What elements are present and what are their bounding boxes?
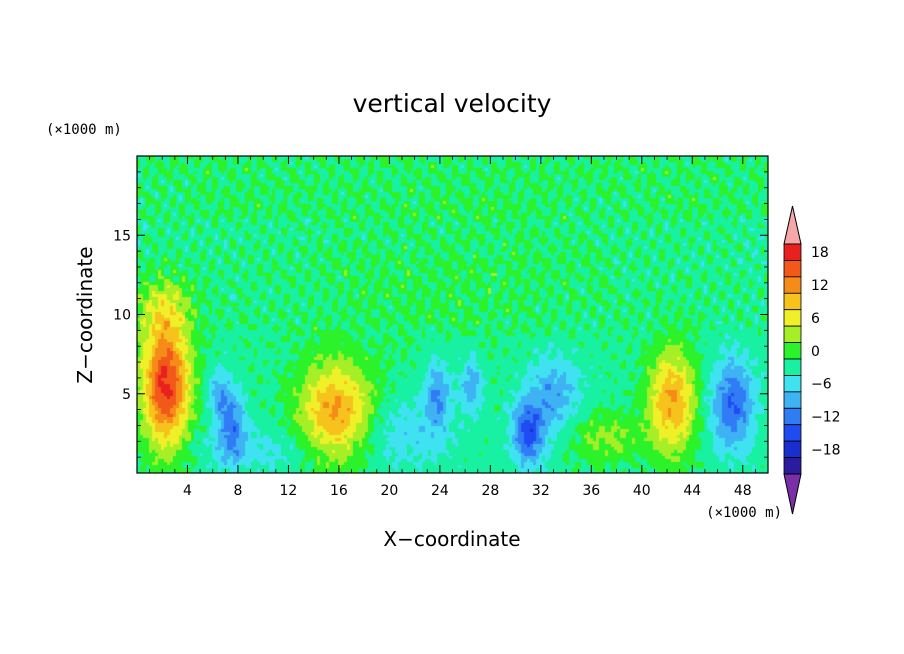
x-tick-label: 32 [532,483,550,499]
y-tick-label: 5 [122,387,131,403]
x-axis-unit: (×1000 m) [706,505,782,521]
colorbar-box [783,440,802,458]
x-tick-label: 28 [481,483,499,499]
colorbar-box [783,260,802,278]
x-tick-label: 36 [582,483,600,499]
y-axis-ticks: 5 10 15 [113,171,768,458]
colorbar-tick-label: 0 [811,344,820,360]
colorbar-tick-label: −6 [811,377,832,393]
colorbar-extend-low [783,473,802,515]
colorbar-box [783,276,802,294]
y-axis-label: Z−coordinate [73,246,97,383]
x-tick-label: 24 [431,483,449,499]
x-tick-label: 8 [233,483,242,499]
colorbar-tick-label: −12 [811,410,841,426]
x-tick-label: 20 [380,483,398,499]
y-axis-unit: (×1000 m) [46,122,122,138]
colorbar-box [783,407,802,426]
colorbar-tick-label: 6 [811,311,820,327]
colorbar-tick-label: 12 [811,278,829,294]
colorbar-box [783,358,802,376]
colorbar-box [783,342,802,360]
y-tick-label: 15 [113,228,131,244]
x-tick-label: 4 [183,483,192,499]
colorbar-box [783,243,802,261]
colorbar-box [783,375,802,393]
x-tick-label: 48 [734,483,752,499]
plot-area [136,155,769,474]
y-tick-label: 10 [113,308,131,324]
x-tick-label: 12 [280,483,298,499]
x-axis-label: X−coordinate [383,527,520,551]
colorbar-box [783,457,802,475]
colorbar-box [783,424,802,442]
colorbar-tick-label: 18 [811,245,829,261]
x-tick-label: 44 [683,483,701,499]
colorbar: 18 12 6 0 −6 −12 −18 [783,205,841,515]
colorbar-box [783,391,802,409]
colorbar-tick-label: −18 [811,442,841,458]
colorbar-box [783,309,802,327]
x-tick-label: 16 [330,483,348,499]
colorbar-box [783,325,802,343]
x-tick-label: 40 [633,483,651,499]
contour-field [137,156,768,473]
x-axis-ticks: 4 8 12 16 20 24 28 32 36 40 44 48 [149,156,756,499]
colorbar-extend-high [783,205,802,245]
chart-title: vertical velocity [353,89,552,118]
colorbar-box [783,292,802,311]
